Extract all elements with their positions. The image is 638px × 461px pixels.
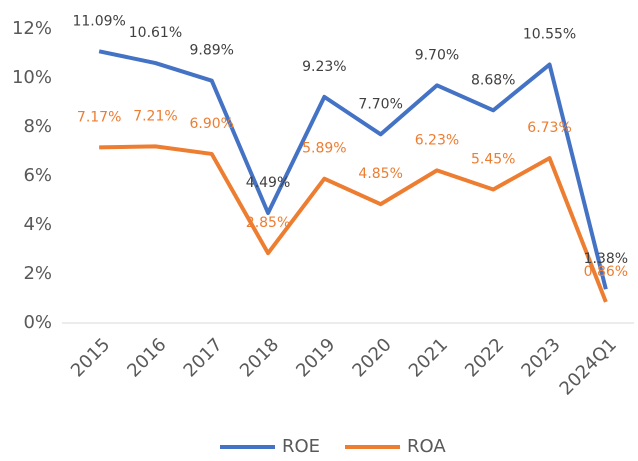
x-tick-label: 2023 — [517, 334, 564, 381]
series-line — [99, 144, 608, 303]
data-label: 7.70% — [358, 96, 402, 112]
data-label: 0.86% — [584, 264, 628, 280]
x-tick-label: 2016 — [123, 334, 170, 381]
data-label: 9.70% — [415, 47, 459, 63]
data-label: 9.23% — [302, 59, 346, 75]
data-label: 6.90% — [190, 116, 234, 132]
x-tick-label: 2018 — [236, 334, 283, 381]
data-label: 10.61% — [129, 25, 182, 41]
data-label: 7.21% — [133, 108, 177, 124]
data-label: 9.89% — [190, 43, 234, 59]
y-tick-label: 10% — [12, 67, 52, 88]
y-tick-label: 0% — [23, 312, 52, 333]
y-tick-label: 2% — [23, 263, 52, 284]
data-label: 5.89% — [302, 141, 346, 157]
data-label: 6.23% — [415, 132, 459, 148]
data-label: 1.38% — [584, 251, 628, 267]
data-label: 4.85% — [358, 166, 402, 182]
data-label: 6.73% — [527, 120, 571, 136]
data-label: 4.49% — [246, 175, 290, 191]
y-tick-label: 12% — [12, 18, 52, 39]
data-label: 10.55% — [523, 27, 576, 43]
x-tick-label: 2024Q1 — [556, 334, 621, 399]
x-tick-label: 2019 — [292, 334, 339, 381]
data-label: 2.85% — [246, 215, 290, 231]
legend-label: ROA — [407, 436, 446, 457]
x-tick-label: 2017 — [180, 334, 227, 381]
y-tick-label: 6% — [23, 165, 52, 186]
x-tick-label: 2020 — [348, 334, 395, 381]
series-line — [98, 49, 608, 290]
x-tick-label: 2015 — [67, 334, 114, 381]
y-tick-label: 8% — [23, 116, 52, 137]
legend-label: ROE — [282, 436, 320, 457]
data-label: 8.68% — [471, 72, 515, 88]
data-label: 7.17% — [77, 109, 121, 125]
x-tick-label: 2021 — [405, 334, 452, 381]
data-label: 11.09% — [72, 13, 125, 29]
x-tick-label: 2022 — [461, 334, 508, 381]
y-tick-label: 4% — [23, 214, 52, 235]
data-label: 5.45% — [471, 151, 515, 167]
